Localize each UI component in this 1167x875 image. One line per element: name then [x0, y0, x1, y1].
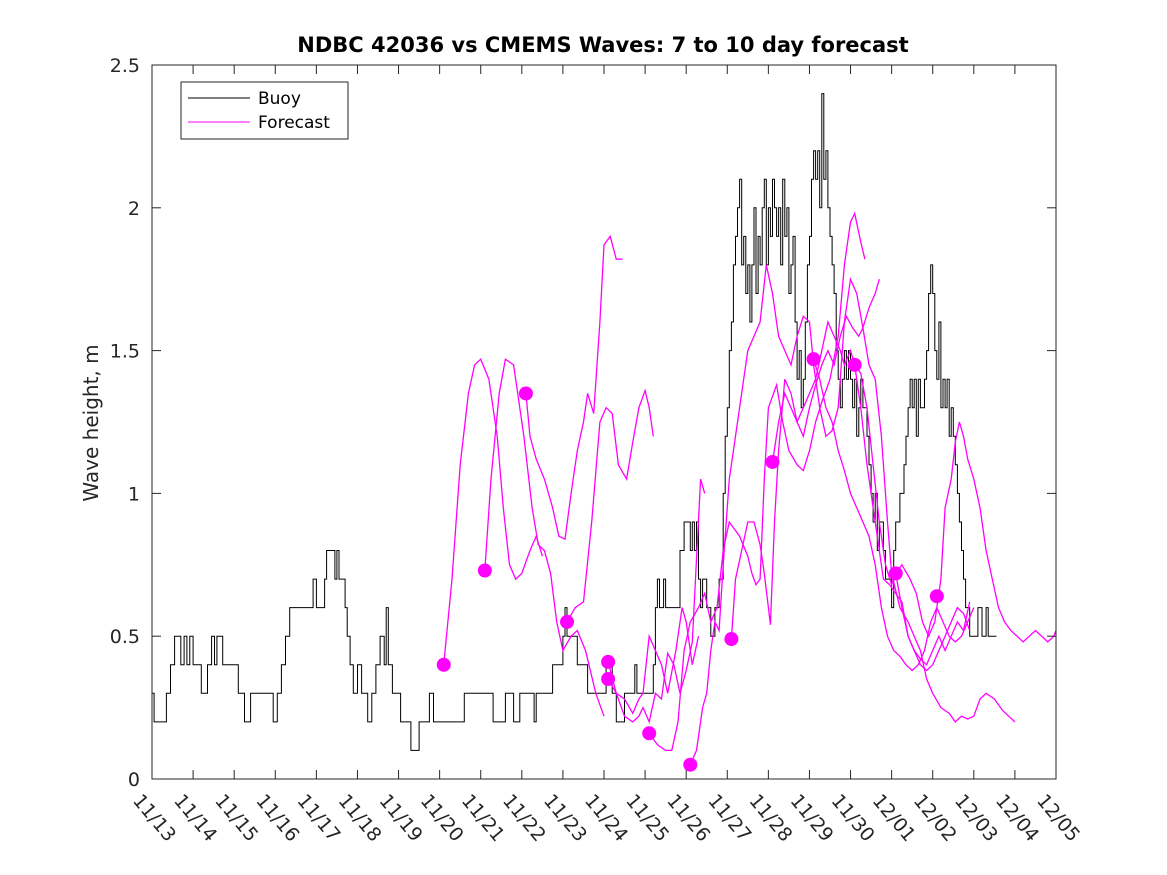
legend-forecast-label: Forecast	[258, 113, 330, 133]
forecast-marker-12	[888, 566, 903, 581]
forecast-marker-5	[601, 672, 616, 687]
forecast-marker-2	[518, 386, 533, 401]
forecast-line-8	[730, 279, 880, 640]
forecast-marker-3	[560, 614, 575, 629]
forecast-marker-9	[765, 454, 780, 469]
y-tick-label: 0.5	[110, 626, 140, 648]
y-tick-label: 1	[128, 483, 140, 505]
forecast-marker-7	[683, 757, 698, 772]
forecast-marker-0	[436, 657, 451, 672]
legend-buoy-label: Buoy	[258, 89, 301, 109]
forecast-line-6	[648, 211, 866, 752]
y-axis-label: Wave height, m	[79, 344, 103, 501]
forecast-marker-6	[642, 726, 657, 741]
plot-area	[152, 65, 1056, 779]
forecast-line-11	[854, 364, 1057, 643]
forecast-line-9	[771, 319, 971, 672]
forecast-marker-1	[477, 563, 492, 578]
forecast-marker-11	[847, 357, 862, 372]
forecast-marker-13	[929, 589, 944, 604]
legend-box	[180, 81, 349, 140]
y-tick-label: 2.5	[110, 55, 140, 77]
forecast-line-4	[607, 607, 700, 715]
forecast-marker-10	[806, 352, 821, 367]
forecast-line-5	[607, 478, 706, 725]
buoy-line	[152, 93, 997, 751]
forecast-line-3	[566, 388, 654, 623]
forecast-markers	[436, 352, 944, 772]
forecast-line-12	[895, 573, 971, 666]
y-tick-label: 0	[128, 769, 140, 791]
forecast-line-0	[443, 358, 544, 665]
forecast-line-2	[525, 234, 623, 541]
y-tick-label: 2	[128, 198, 140, 220]
legend: Buoy Forecast	[180, 81, 349, 140]
forecast-line-10	[812, 359, 975, 672]
forecast-marker-8	[724, 632, 739, 647]
forecast-line-1	[484, 358, 605, 717]
y-axis: 0 0.5 1 1.5 2 2.5	[110, 55, 1056, 791]
chart-title: NDBC 42036 vs CMEMS Waves: 7 to 10 day f…	[297, 33, 908, 57]
y-tick-label: 1.5	[110, 341, 140, 363]
forecast-marker-4	[601, 654, 616, 669]
axes-background	[152, 65, 1056, 779]
series-layer	[152, 93, 1057, 765]
